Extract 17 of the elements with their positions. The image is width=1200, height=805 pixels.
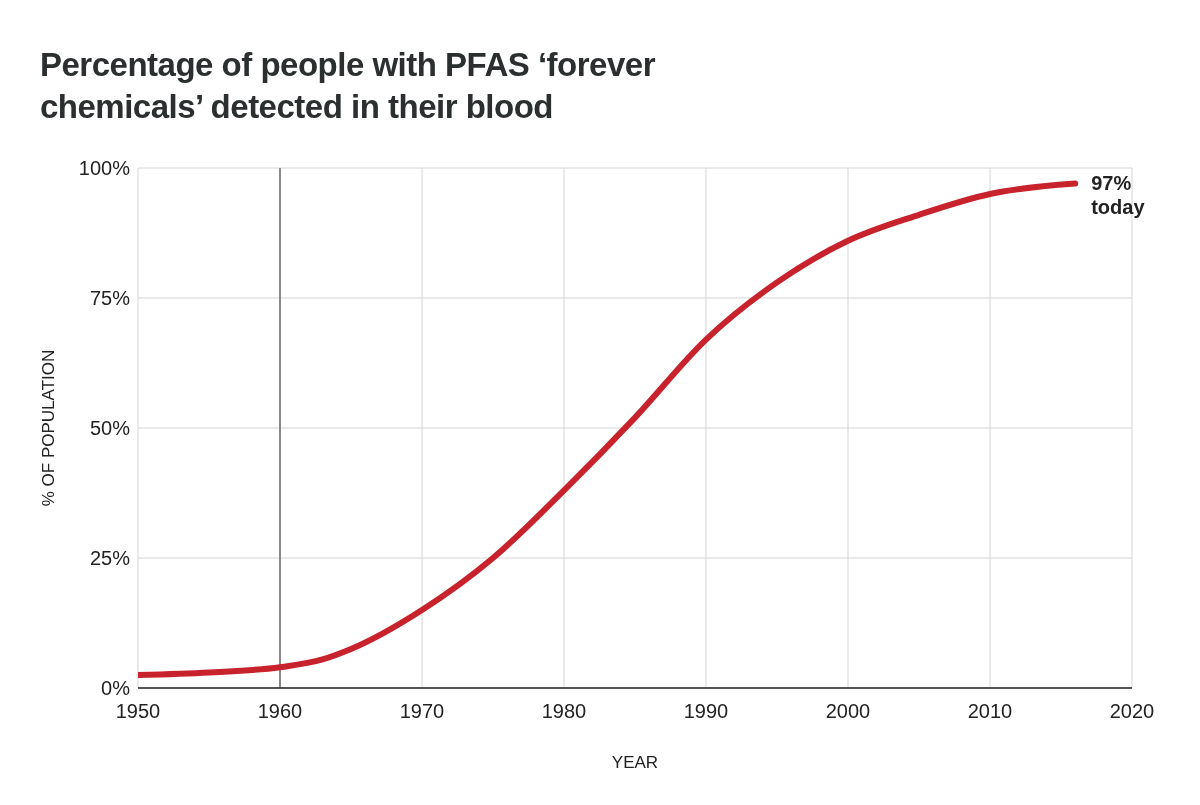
x-tick-label: 1960 [257, 700, 303, 723]
x-tick-label: 2010 [967, 700, 1013, 723]
x-tick-label: 2000 [825, 700, 871, 723]
annotation: 97% today [1091, 171, 1146, 218]
x-tick-label: 1970 [399, 700, 445, 723]
y-tick-label: 50% [89, 417, 131, 440]
x-axis-title: YEAR [611, 753, 659, 772]
y-tick-label: 25% [89, 547, 131, 570]
x-tick-label: 1990 [683, 700, 729, 723]
y-axis-title: % OF POPULATION [39, 349, 59, 507]
x-tick-label: 2020 [1109, 700, 1155, 723]
y-tick-label: 0% [101, 677, 131, 700]
y-tick-label: 75% [89, 287, 131, 310]
x-tick-label: 1980 [541, 700, 587, 723]
x-tick-label: 1950 [115, 700, 161, 723]
y-tick-label: 100% [78, 157, 131, 180]
chart-title: Percentage of people with PFAS ‘forever chemicals’ detected in their blood [39, 45, 656, 127]
